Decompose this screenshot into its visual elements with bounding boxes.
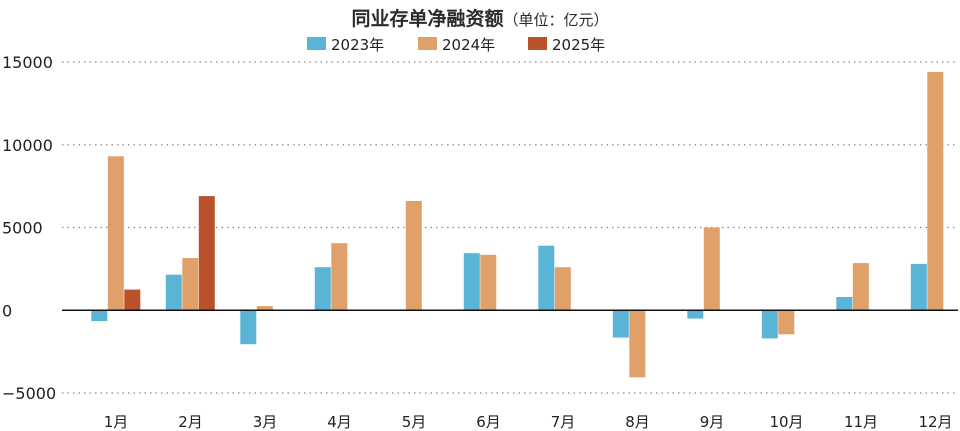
x-tick-label: 5月 xyxy=(402,413,427,431)
x-tick-label: 7月 xyxy=(551,413,576,431)
bar-2023年-6月 xyxy=(463,253,480,311)
x-tick-label: 11月 xyxy=(844,413,878,431)
bar-2023年-4月 xyxy=(314,267,331,311)
bar-2024年-8月 xyxy=(629,310,646,378)
bar-2024年-10月 xyxy=(778,310,795,335)
bar-2024年-1月 xyxy=(107,156,124,311)
chart-title-main: 同业存单净融资额 xyxy=(351,8,504,30)
x-tick-label: 12月 xyxy=(918,413,952,431)
y-tick-label: 5000 xyxy=(2,219,43,238)
legend-swatch-2023年 xyxy=(307,37,326,50)
x-tick-label: 1月 xyxy=(104,413,129,431)
y-tick-label: 0 xyxy=(2,301,12,320)
x-tick-label: 8月 xyxy=(625,413,650,431)
y-tick-label: 10000 xyxy=(2,136,53,155)
chart-title-unit: （单位：亿元） xyxy=(503,11,609,29)
x-tick-label: 3月 xyxy=(253,413,278,431)
bar-2023年-11月 xyxy=(836,297,853,311)
x-tick-label: 4月 xyxy=(327,413,352,431)
bar-2023年-8月 xyxy=(612,310,629,338)
legend-label: 2024年 xyxy=(442,36,495,54)
bar-2024年-3月 xyxy=(256,306,273,311)
bar-2023年-9月 xyxy=(687,310,704,319)
bar-2023年-10月 xyxy=(761,310,778,339)
bar-2024年-6月 xyxy=(480,254,497,311)
bar-2023年-2月 xyxy=(165,274,182,311)
legend-label: 2025年 xyxy=(552,36,605,54)
bar-2023年-12月 xyxy=(910,263,927,311)
y-tick-label: −5000 xyxy=(2,384,56,403)
bar-2023年-3月 xyxy=(240,310,257,345)
bar-2024年-4月 xyxy=(331,243,348,311)
x-tick-label: 6月 xyxy=(476,413,501,431)
x-tick-label: 9月 xyxy=(700,413,725,431)
x-tick-label: 2月 xyxy=(178,413,203,431)
bar-2023年-1月 xyxy=(91,310,108,322)
bar-2024年-7月 xyxy=(554,267,571,311)
chart-title: 同业存单净融资额（单位：亿元） xyxy=(0,4,960,31)
legend-label: 2023年 xyxy=(331,36,384,54)
bar-2023年-7月 xyxy=(538,245,555,311)
bar-2025年-2月 xyxy=(198,196,215,311)
bar-2024年-5月 xyxy=(405,201,422,311)
legend-swatch-2024年 xyxy=(418,37,437,50)
bar-2024年-9月 xyxy=(703,227,720,311)
legend-swatch-2025年 xyxy=(528,37,547,50)
y-tick-label: 15000 xyxy=(2,53,53,72)
x-tick-label: 10月 xyxy=(769,413,803,431)
bar-2024年-12月 xyxy=(927,71,944,311)
bar-2024年-11月 xyxy=(852,263,869,311)
bar-2025年-1月 xyxy=(124,289,141,311)
bar-2024年-2月 xyxy=(182,258,199,311)
